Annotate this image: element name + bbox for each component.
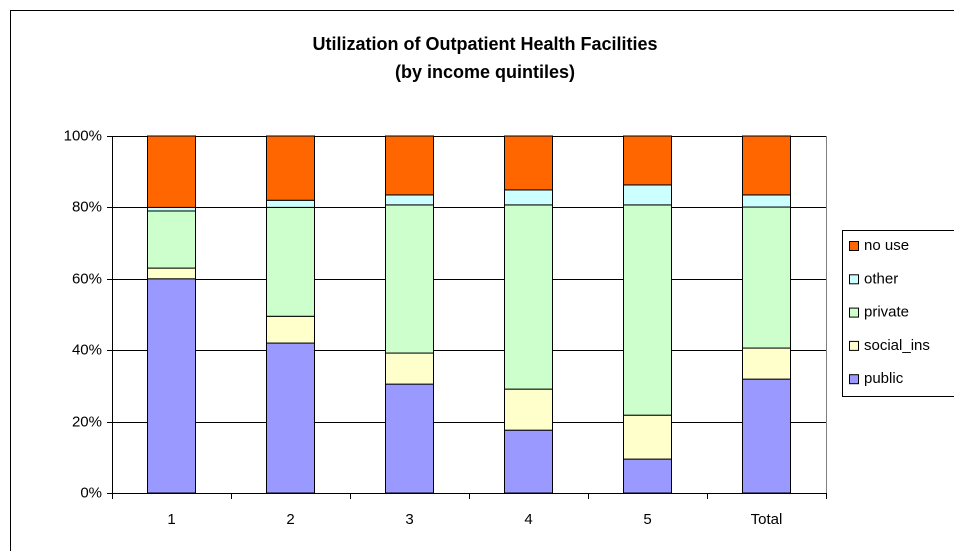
legend-swatch [849, 307, 859, 318]
legend-label: private [864, 304, 909, 321]
x-tick-label: 4 [524, 511, 532, 528]
legend-swatch [849, 374, 859, 385]
legend-box [842, 230, 954, 397]
bar-segment [266, 199, 315, 208]
bar-segment [504, 388, 553, 431]
bar-segment [623, 135, 672, 186]
chart-title: Utilization of Outpatient Health Facilit… [312, 34, 657, 54]
bar-segment [147, 210, 196, 269]
chart-subtitle: (by income quintiles) [395, 62, 575, 82]
bar-segment [623, 458, 672, 494]
bar-segment [147, 206, 196, 212]
bar-segment [385, 383, 434, 494]
legend-swatch [849, 274, 859, 285]
y-tick-label: 0% [80, 484, 102, 501]
x-tick-label: 5 [643, 511, 651, 528]
bar-segment [504, 204, 553, 390]
bar-segment [504, 189, 553, 206]
x-tick-label: 2 [286, 511, 294, 528]
y-tick-label: 80% [72, 198, 102, 215]
bar-segment [742, 194, 791, 208]
legend-label: public [864, 370, 904, 387]
bar-segment [385, 204, 434, 354]
y-tick-label: 60% [72, 270, 102, 287]
legend-swatch [849, 340, 859, 351]
legend-label: social_ins [864, 337, 930, 354]
bar-segment [385, 194, 434, 206]
bar-segment [504, 429, 553, 494]
y-tick-label: 100% [64, 127, 102, 144]
bar-segment [742, 378, 791, 494]
legend-label: no use [864, 237, 909, 254]
x-tick-label: 3 [405, 511, 413, 528]
bar-segment [742, 347, 791, 380]
bar-segment [623, 184, 672, 206]
x-tick-label: Total [751, 511, 783, 528]
bar-segment [385, 135, 434, 196]
bar-segment [742, 206, 791, 349]
bar-segment [266, 206, 315, 317]
bar-segment [623, 204, 672, 416]
legend-swatch [849, 241, 859, 251]
y-tick-label: 20% [72, 413, 102, 430]
bar-segment [266, 135, 315, 201]
bar-segment [266, 315, 315, 344]
y-tick-label: 40% [72, 341, 102, 358]
bar-segment [504, 135, 553, 191]
bar-segment [742, 135, 791, 196]
legend-label: other [864, 270, 898, 287]
x-tick-label: 1 [167, 511, 175, 528]
bar-segment [623, 414, 672, 460]
bar-segment [385, 352, 434, 385]
bar-segment [147, 135, 196, 208]
bar-segment [147, 278, 196, 494]
bar-segment [266, 342, 315, 494]
bar-segment [147, 267, 196, 280]
